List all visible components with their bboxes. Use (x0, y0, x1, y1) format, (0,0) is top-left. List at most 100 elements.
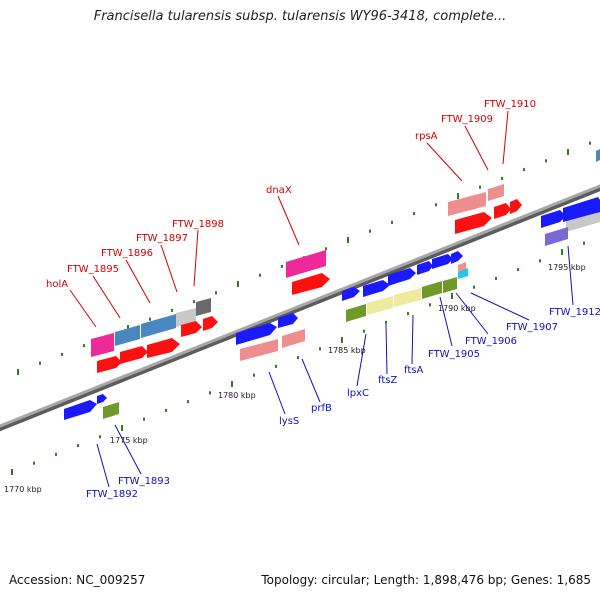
gene-FTW_1905[interactable] (422, 281, 442, 299)
gene-FTW_1897[interactable] (176, 308, 196, 327)
scale-tick (187, 400, 189, 404)
scale-tick (429, 303, 431, 307)
scale-tick (385, 320, 387, 324)
scale-tick (61, 352, 63, 356)
gene-label: rpsA (415, 131, 438, 142)
gene-label: FTW_1912 (549, 307, 600, 318)
scale-tick (413, 212, 415, 216)
accession-text: Accession: NC_009257 (9, 573, 146, 587)
gene-FTW_1893[interactable] (103, 402, 119, 419)
scale-tick (457, 193, 459, 199)
scale-tick (193, 300, 195, 304)
scale-label: 1795 kbp (548, 263, 586, 272)
gene-label: lysS (279, 416, 299, 427)
scale-tick (143, 417, 145, 421)
scale-tick (561, 249, 563, 255)
top-gene-labels: holA FTW_1895 FTW_1896 FTW_1897 FTW_1898… (46, 99, 536, 290)
gene-label: lpxC (347, 388, 369, 399)
scale-tick (369, 229, 371, 233)
gene-label: FTW_1892 (86, 489, 138, 500)
gene-FTW_1909[interactable] (488, 184, 504, 201)
scale-label: 1785 kbp (328, 346, 366, 355)
scale-tick (325, 247, 327, 251)
gene-lysS[interactable] (240, 339, 278, 361)
gene-label: FTW_1906 (465, 336, 517, 347)
scale-tick (17, 369, 19, 375)
gene-label: prfB (311, 403, 332, 414)
scale-tick (583, 241, 585, 245)
gene-label: FTW_1896 (101, 248, 153, 259)
gene-rpsA[interactable] (448, 192, 486, 216)
scale-label: 1775 kbp (110, 436, 148, 445)
scale-tick (407, 312, 409, 316)
scale-tick (451, 293, 453, 299)
gene-FTW_1898[interactable] (196, 298, 211, 316)
scale-tick (319, 347, 321, 351)
scale-tick (297, 356, 299, 360)
scale-tick (253, 373, 255, 377)
backbone-shadow (0, 184, 600, 432)
genes-lower-rows (64, 149, 600, 420)
scale-labels: 1770 kbp 1775 kbp 1780 kbp 1785 kbp 1790… (4, 263, 586, 494)
genes-upper-red-row (97, 199, 522, 373)
gene-label: FTW_1909 (441, 114, 493, 125)
gene-FTW_1906[interactable] (443, 277, 457, 293)
gene-label: holA (46, 279, 68, 290)
scale-tick (127, 325, 129, 331)
scale-tick (121, 425, 123, 431)
gene-ftsZ[interactable] (367, 296, 393, 315)
scale-label: 1780 kbp (218, 391, 256, 400)
gene-holA[interactable] (91, 333, 114, 357)
scale-tick (237, 281, 239, 287)
genome-stats-text: Topology: circular; Length: 1,898,476 bp… (261, 573, 591, 587)
scale-tick (495, 276, 497, 280)
scale-tick (231, 381, 233, 387)
gene-label: FTW_1898 (172, 219, 224, 230)
scale-tick (171, 308, 173, 312)
scale-tick (473, 285, 475, 289)
gene-FTW_1912[interactable] (545, 227, 568, 246)
bottom-gene-labels: FTW_1892 FTW_1893 lysS prfB lpxC ftsZ ft… (86, 307, 600, 500)
scale-tick (567, 149, 569, 155)
scale-tick (55, 452, 57, 456)
scale-tick (363, 329, 365, 333)
scale-tick (347, 237, 349, 243)
scale-label: 1770 kbp (4, 485, 42, 494)
gene-label: FTW_1895 (67, 264, 119, 275)
scale-tick (259, 273, 261, 277)
scale-tick (501, 176, 503, 180)
scale-tick (275, 364, 277, 368)
gene-FTW_1895[interactable] (115, 325, 140, 346)
gene-FTW_1896[interactable] (141, 314, 176, 338)
scale-tick (539, 259, 541, 263)
scale-tick (77, 444, 79, 448)
scale-tick (99, 435, 101, 439)
gene-dnaX[interactable] (286, 250, 326, 278)
scale-tick (39, 361, 41, 365)
top-leader-lines (69, 110, 509, 328)
scale-tick (479, 185, 481, 189)
map-title: Francisella tularensis subsp. tularensis… (93, 9, 507, 24)
gene-label: FTW_1910 (484, 99, 536, 110)
ticks-lower (11, 241, 585, 475)
scale-tick (165, 408, 167, 412)
gene-ftsA[interactable] (394, 288, 421, 307)
scale-tick (435, 203, 437, 207)
scale-tick (341, 337, 343, 343)
scale-tick (281, 264, 283, 268)
gene-FTW_1892[interactable] (64, 400, 97, 420)
scale-label: 1790 kbp (438, 304, 476, 313)
scale-tick (83, 344, 85, 348)
gene-lpxC[interactable] (346, 304, 366, 322)
gene-prfB[interactable] (282, 329, 305, 348)
gene-label: dnaX (266, 185, 292, 196)
scale-tick (391, 220, 393, 224)
scale-tick (209, 391, 211, 395)
gene-label: FTW_1893 (118, 476, 170, 487)
gene-label: ftsZ (378, 375, 397, 386)
gene-label: ftsA (404, 365, 423, 376)
scale-tick (517, 268, 519, 272)
scale-tick (33, 461, 35, 465)
scale-tick (589, 141, 591, 145)
